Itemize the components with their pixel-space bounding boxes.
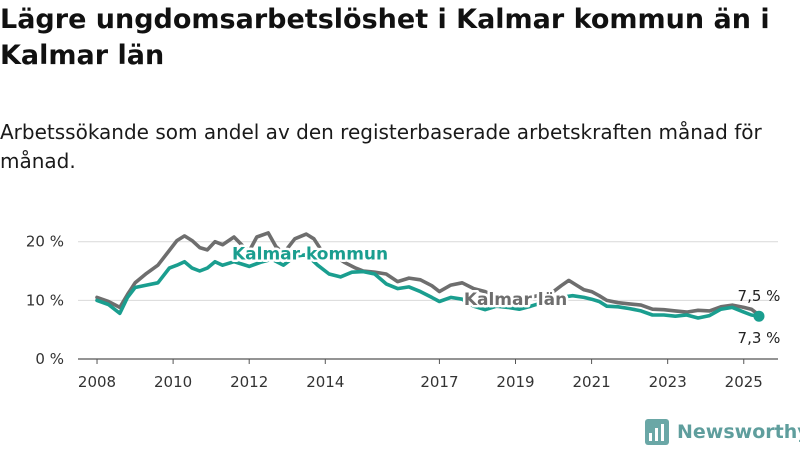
page-subtitle: Arbetssökande som andel av den registerb… (0, 120, 762, 173)
end-value-label: 7,5 % (738, 287, 781, 305)
series-line-kalmar-lan (95, 231, 761, 317)
x-tick-label: 2014 (306, 373, 344, 391)
x-tick-label: 2023 (649, 373, 687, 391)
x-tick-label: 2010 (154, 373, 192, 391)
newsworthy-logo-text: Newsworthy (677, 421, 800, 443)
series-line-kalmar-kommun (95, 252, 761, 320)
newsworthy-logo: Newsworthy (645, 419, 800, 445)
x-tick-label: 2021 (572, 373, 610, 391)
x-tick-label: 2017 (420, 373, 458, 391)
y-tick-label: 10 % (26, 291, 64, 309)
x-tick-label: 2019 (496, 373, 534, 391)
x-tick-label: 2025 (725, 373, 763, 391)
y-tick-label: 20 % (26, 233, 64, 251)
end-point-marker (753, 310, 765, 322)
series-label: Kalmar kommun (232, 244, 388, 264)
x-tick-label: 2008 (78, 373, 116, 391)
end-value-label: 7,3 % (738, 329, 781, 347)
x-tick-label: 2012 (230, 373, 268, 391)
newsworthy-logo-icon (645, 419, 669, 445)
page-title: Lägre ungdomsarbetslöshet i Kalmar kommu… (0, 4, 770, 71)
y-tick-label: 0 % (35, 350, 64, 368)
series-label: Kalmar län (464, 290, 567, 310)
